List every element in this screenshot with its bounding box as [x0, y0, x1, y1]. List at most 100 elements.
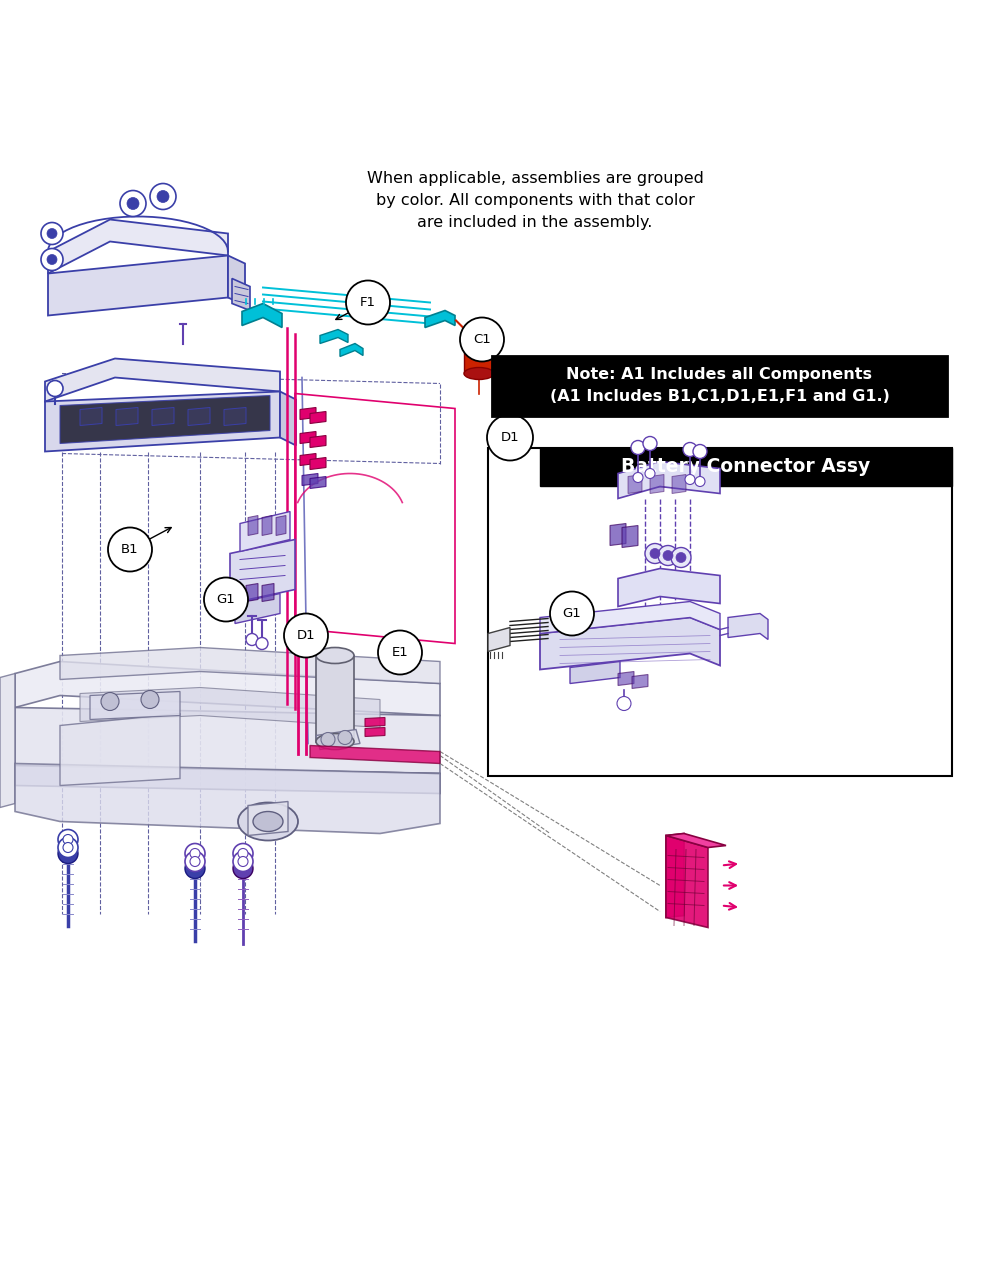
- Polygon shape: [728, 613, 768, 640]
- Circle shape: [41, 248, 63, 270]
- FancyBboxPatch shape: [540, 447, 952, 485]
- Polygon shape: [310, 457, 326, 470]
- Text: Battery Connector Assy: Battery Connector Assy: [621, 457, 871, 476]
- Polygon shape: [650, 475, 664, 494]
- Circle shape: [157, 190, 169, 203]
- Polygon shape: [310, 436, 326, 447]
- Circle shape: [685, 475, 695, 484]
- Circle shape: [41, 223, 63, 245]
- Circle shape: [693, 445, 707, 459]
- Polygon shape: [610, 523, 626, 546]
- Polygon shape: [570, 661, 620, 683]
- Text: D1: D1: [501, 431, 519, 443]
- Circle shape: [631, 441, 645, 455]
- Polygon shape: [540, 602, 720, 634]
- Circle shape: [617, 697, 631, 711]
- Polygon shape: [60, 647, 440, 683]
- Circle shape: [190, 849, 200, 859]
- Polygon shape: [310, 476, 326, 489]
- Polygon shape: [618, 569, 720, 607]
- Polygon shape: [666, 835, 708, 927]
- Circle shape: [460, 318, 504, 361]
- Circle shape: [683, 442, 697, 456]
- Polygon shape: [666, 834, 726, 848]
- Circle shape: [141, 691, 159, 708]
- FancyBboxPatch shape: [488, 447, 952, 775]
- Polygon shape: [628, 475, 642, 494]
- Polygon shape: [262, 516, 272, 536]
- Circle shape: [695, 476, 705, 487]
- Circle shape: [643, 437, 657, 451]
- Polygon shape: [15, 707, 440, 773]
- Circle shape: [487, 414, 533, 460]
- Text: G1: G1: [563, 607, 581, 620]
- Polygon shape: [242, 304, 282, 327]
- Polygon shape: [0, 674, 15, 807]
- Polygon shape: [672, 475, 686, 494]
- Circle shape: [58, 837, 78, 858]
- Circle shape: [676, 552, 686, 563]
- Text: E1: E1: [392, 646, 408, 659]
- Polygon shape: [15, 661, 440, 716]
- Ellipse shape: [316, 734, 354, 750]
- Ellipse shape: [464, 336, 494, 347]
- Circle shape: [645, 544, 665, 564]
- Polygon shape: [622, 526, 638, 547]
- Polygon shape: [116, 408, 138, 426]
- Circle shape: [47, 228, 57, 238]
- Circle shape: [650, 549, 660, 559]
- Polygon shape: [232, 279, 250, 310]
- Circle shape: [120, 190, 146, 217]
- Polygon shape: [45, 392, 280, 451]
- Text: When applicable, assemblies are grouped
by color. All components with that color: When applicable, assemblies are grouped …: [367, 171, 703, 229]
- Circle shape: [321, 732, 335, 746]
- Polygon shape: [425, 310, 455, 327]
- Polygon shape: [340, 343, 363, 356]
- Circle shape: [233, 851, 253, 872]
- Polygon shape: [48, 219, 228, 274]
- Polygon shape: [80, 408, 102, 426]
- Polygon shape: [240, 512, 290, 551]
- Polygon shape: [15, 765, 440, 793]
- Polygon shape: [80, 688, 380, 727]
- Bar: [316, 655, 354, 741]
- Circle shape: [550, 592, 594, 636]
- Text: D1: D1: [297, 628, 315, 642]
- Circle shape: [663, 550, 673, 560]
- Polygon shape: [246, 584, 258, 602]
- Polygon shape: [320, 329, 348, 343]
- Circle shape: [658, 546, 678, 565]
- Circle shape: [150, 184, 176, 209]
- Polygon shape: [248, 802, 288, 835]
- Circle shape: [233, 844, 253, 864]
- Polygon shape: [618, 461, 720, 498]
- Polygon shape: [276, 516, 286, 536]
- Polygon shape: [302, 474, 318, 485]
- Circle shape: [63, 843, 73, 853]
- Circle shape: [190, 856, 200, 867]
- Circle shape: [233, 859, 253, 878]
- Polygon shape: [280, 392, 296, 446]
- Text: B1: B1: [121, 544, 139, 556]
- FancyBboxPatch shape: [492, 356, 947, 416]
- Text: C1: C1: [473, 333, 491, 346]
- Polygon shape: [60, 395, 270, 443]
- Polygon shape: [48, 256, 228, 315]
- Circle shape: [63, 835, 73, 845]
- Circle shape: [645, 469, 655, 479]
- Circle shape: [47, 380, 63, 397]
- Circle shape: [378, 631, 422, 674]
- Ellipse shape: [316, 647, 354, 664]
- Circle shape: [47, 255, 57, 265]
- Polygon shape: [365, 717, 385, 726]
- Circle shape: [633, 473, 643, 483]
- Polygon shape: [316, 730, 360, 750]
- Ellipse shape: [470, 338, 488, 345]
- Polygon shape: [632, 674, 648, 688]
- Circle shape: [101, 693, 119, 711]
- Polygon shape: [310, 412, 326, 423]
- Ellipse shape: [464, 367, 494, 380]
- Polygon shape: [248, 516, 258, 536]
- Circle shape: [284, 613, 328, 658]
- Ellipse shape: [253, 811, 283, 831]
